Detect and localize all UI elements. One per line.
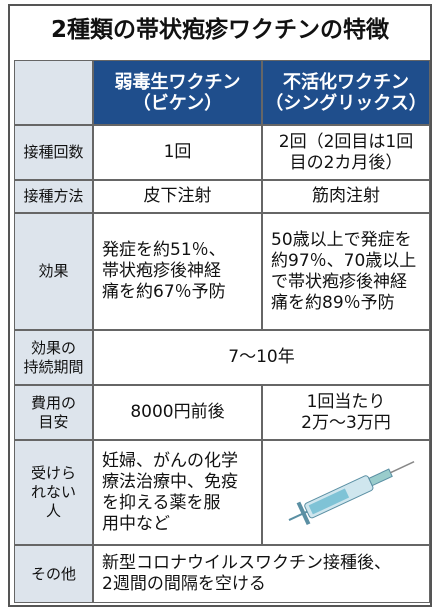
text-line: 目安 xyxy=(38,412,69,431)
row-label: 受けら れない人 xyxy=(14,440,93,545)
text-line: 接種方法 xyxy=(23,187,84,205)
text-line: で帯状疱疹後神経 xyxy=(271,271,407,292)
text-line: 痛を約67％予防 xyxy=(102,282,226,302)
text-line: （ビケン） xyxy=(132,92,223,114)
text-line: 筋肉注射 xyxy=(312,186,380,206)
text-line: 持続期間 xyxy=(23,357,84,376)
column-header: 弱毒生ワクチン （ビケン） xyxy=(93,60,262,125)
row-label: 費用の 目安 xyxy=(14,385,93,440)
cell: 1回当たり 2万～3万円 xyxy=(262,385,430,440)
text-line: 1回当たり xyxy=(306,391,386,412)
text-line: （シングリックス） xyxy=(265,92,427,114)
cell: 新型コロナウイルスワクチン接種後、 2週間の間隔を空ける xyxy=(93,545,430,603)
cell: 8000円前後 xyxy=(93,385,262,440)
row-label: 効果の 持続期間 xyxy=(14,330,93,385)
text-line: 費用の xyxy=(30,393,76,412)
text-line: 療法治療中、免疫 xyxy=(102,471,238,492)
text-line: 帯状疱疹後神経 xyxy=(102,261,221,281)
text-line: 用中など xyxy=(102,513,170,534)
text-line: 8000円前後 xyxy=(130,402,225,422)
text-line: 50歳以上で発症を xyxy=(271,229,412,250)
text-line: 2万～3万円 xyxy=(301,412,391,433)
text-line: 約97％、70歳以上 xyxy=(271,250,417,271)
text-line: 接種回数 xyxy=(23,143,84,161)
text-line: 人 xyxy=(45,502,61,520)
cell: 妊婦、がんの化学 療法治療中、免疫 を抑える薬を服 用中など xyxy=(93,440,262,545)
text-line: 新型コロナウイルスワクチン接種後、 xyxy=(102,553,391,573)
text-line: 2回（2回目は1回 xyxy=(278,131,414,152)
text-line: れない xyxy=(30,483,76,501)
text-line: を抑える薬を服 xyxy=(102,492,221,513)
cell: 50歳以上で発症を 約97％、70歳以上 で帯状疱疹後神経 痛を約89％予防 xyxy=(262,213,430,330)
cell: 筋肉注射 xyxy=(262,180,430,213)
column-header: 不活化ワクチン （シングリックス） xyxy=(262,60,430,125)
text-line: 皮下注射 xyxy=(143,186,212,206)
row-label: 効果 xyxy=(14,213,93,330)
header-blank xyxy=(14,60,93,125)
text-line: 1回 xyxy=(163,142,192,162)
row-label: その他 xyxy=(14,545,93,603)
text-line: 目の2カ月後） xyxy=(289,152,403,173)
syringe-icon xyxy=(288,461,415,526)
text-line: 妊婦、がんの化学 xyxy=(102,450,238,471)
row-label: 接種回数 xyxy=(14,125,93,180)
cell: 1回 xyxy=(93,125,262,180)
cell: 発症を約51％、 帯状疱疹後神経 痛を約67％予防 xyxy=(93,213,262,330)
row-label: 接種方法 xyxy=(14,180,93,213)
text-line: 弱毒生ワクチン xyxy=(114,71,241,93)
text-line: その他 xyxy=(30,564,76,583)
image-cell xyxy=(262,440,430,545)
text-line: 効果 xyxy=(38,262,69,280)
text-line: 7～10年 xyxy=(228,347,295,367)
text-line: 受けら xyxy=(30,464,76,482)
cell: 皮下注射 xyxy=(93,180,262,213)
text-line: 痛を約89％予防 xyxy=(271,292,395,313)
text-line: 効果の xyxy=(30,338,76,357)
cell: 2回（2回目は1回 目の2カ月後） xyxy=(262,125,430,180)
title: 2種類の帯状疱疹ワクチンの特徴 xyxy=(50,17,389,43)
text-line: 不活化ワクチン xyxy=(283,71,409,93)
text-line: 2週間の間隔を空ける xyxy=(102,574,266,594)
cell: 7～10年 xyxy=(93,330,430,385)
text-line: 発症を約51％、 xyxy=(102,240,226,260)
